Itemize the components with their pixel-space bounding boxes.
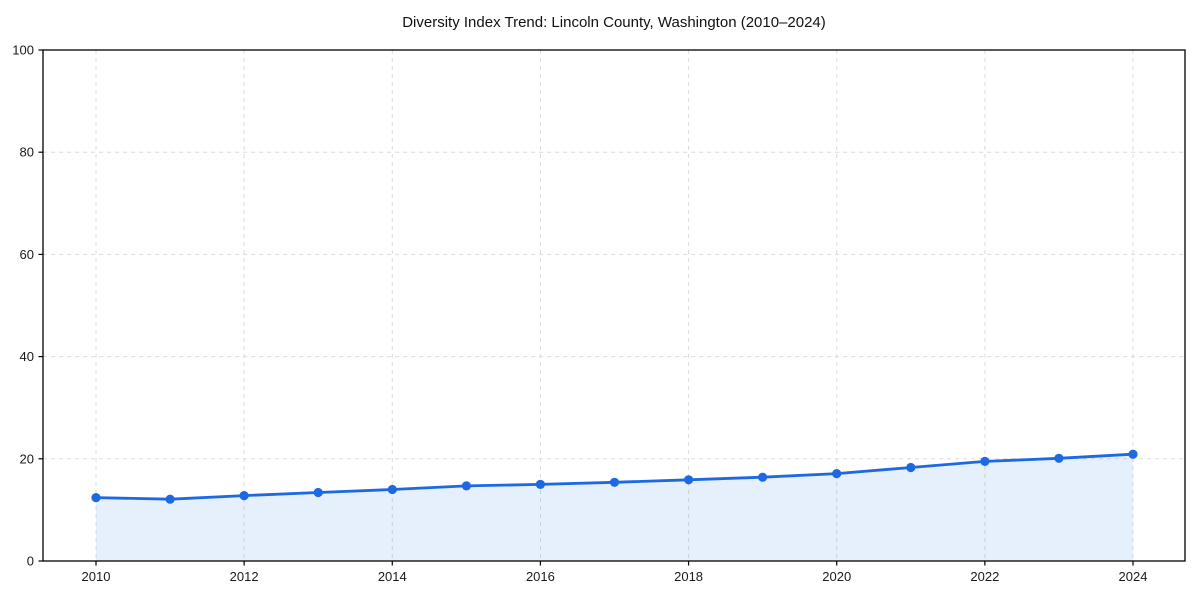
data-point-marker xyxy=(980,456,990,466)
data-point-marker xyxy=(832,469,842,479)
data-point-marker xyxy=(165,494,175,504)
y-tick-label: 80 xyxy=(20,145,34,160)
series-area-fill xyxy=(96,454,1133,561)
y-tick-label: 0 xyxy=(27,554,34,569)
x-tick-label: 2016 xyxy=(526,569,555,584)
data-point-marker xyxy=(461,481,471,491)
data-point-marker xyxy=(609,477,620,487)
y-tick-label: 60 xyxy=(20,247,34,262)
data-point-marker xyxy=(313,487,323,498)
data-point-marker xyxy=(758,472,768,482)
data-point-marker xyxy=(535,479,546,489)
y-tick-label: 40 xyxy=(20,349,34,364)
data-point-marker xyxy=(1054,453,1064,463)
x-tick-label: 2018 xyxy=(674,569,703,584)
y-tick-label: 20 xyxy=(20,451,34,466)
x-tick-label: 2022 xyxy=(970,569,999,584)
chart-title: Diversity Index Trend: Lincoln County, W… xyxy=(402,14,826,31)
axes-frame xyxy=(42,49,1186,562)
data-point-marker xyxy=(239,491,249,501)
x-tick-label: 2014 xyxy=(378,569,407,584)
x-tick-label: 2024 xyxy=(1119,569,1148,584)
x-tick-label: 2012 xyxy=(230,569,259,584)
data-point-marker xyxy=(1128,449,1138,459)
x-tick-label: 2010 xyxy=(82,569,111,584)
data-point-marker xyxy=(906,462,916,473)
data-point-marker xyxy=(91,493,101,503)
data-point-marker xyxy=(684,475,694,485)
y-tick-label: 100 xyxy=(12,43,34,58)
data-point-marker xyxy=(387,484,397,495)
x-tick-label: 2020 xyxy=(822,569,851,584)
